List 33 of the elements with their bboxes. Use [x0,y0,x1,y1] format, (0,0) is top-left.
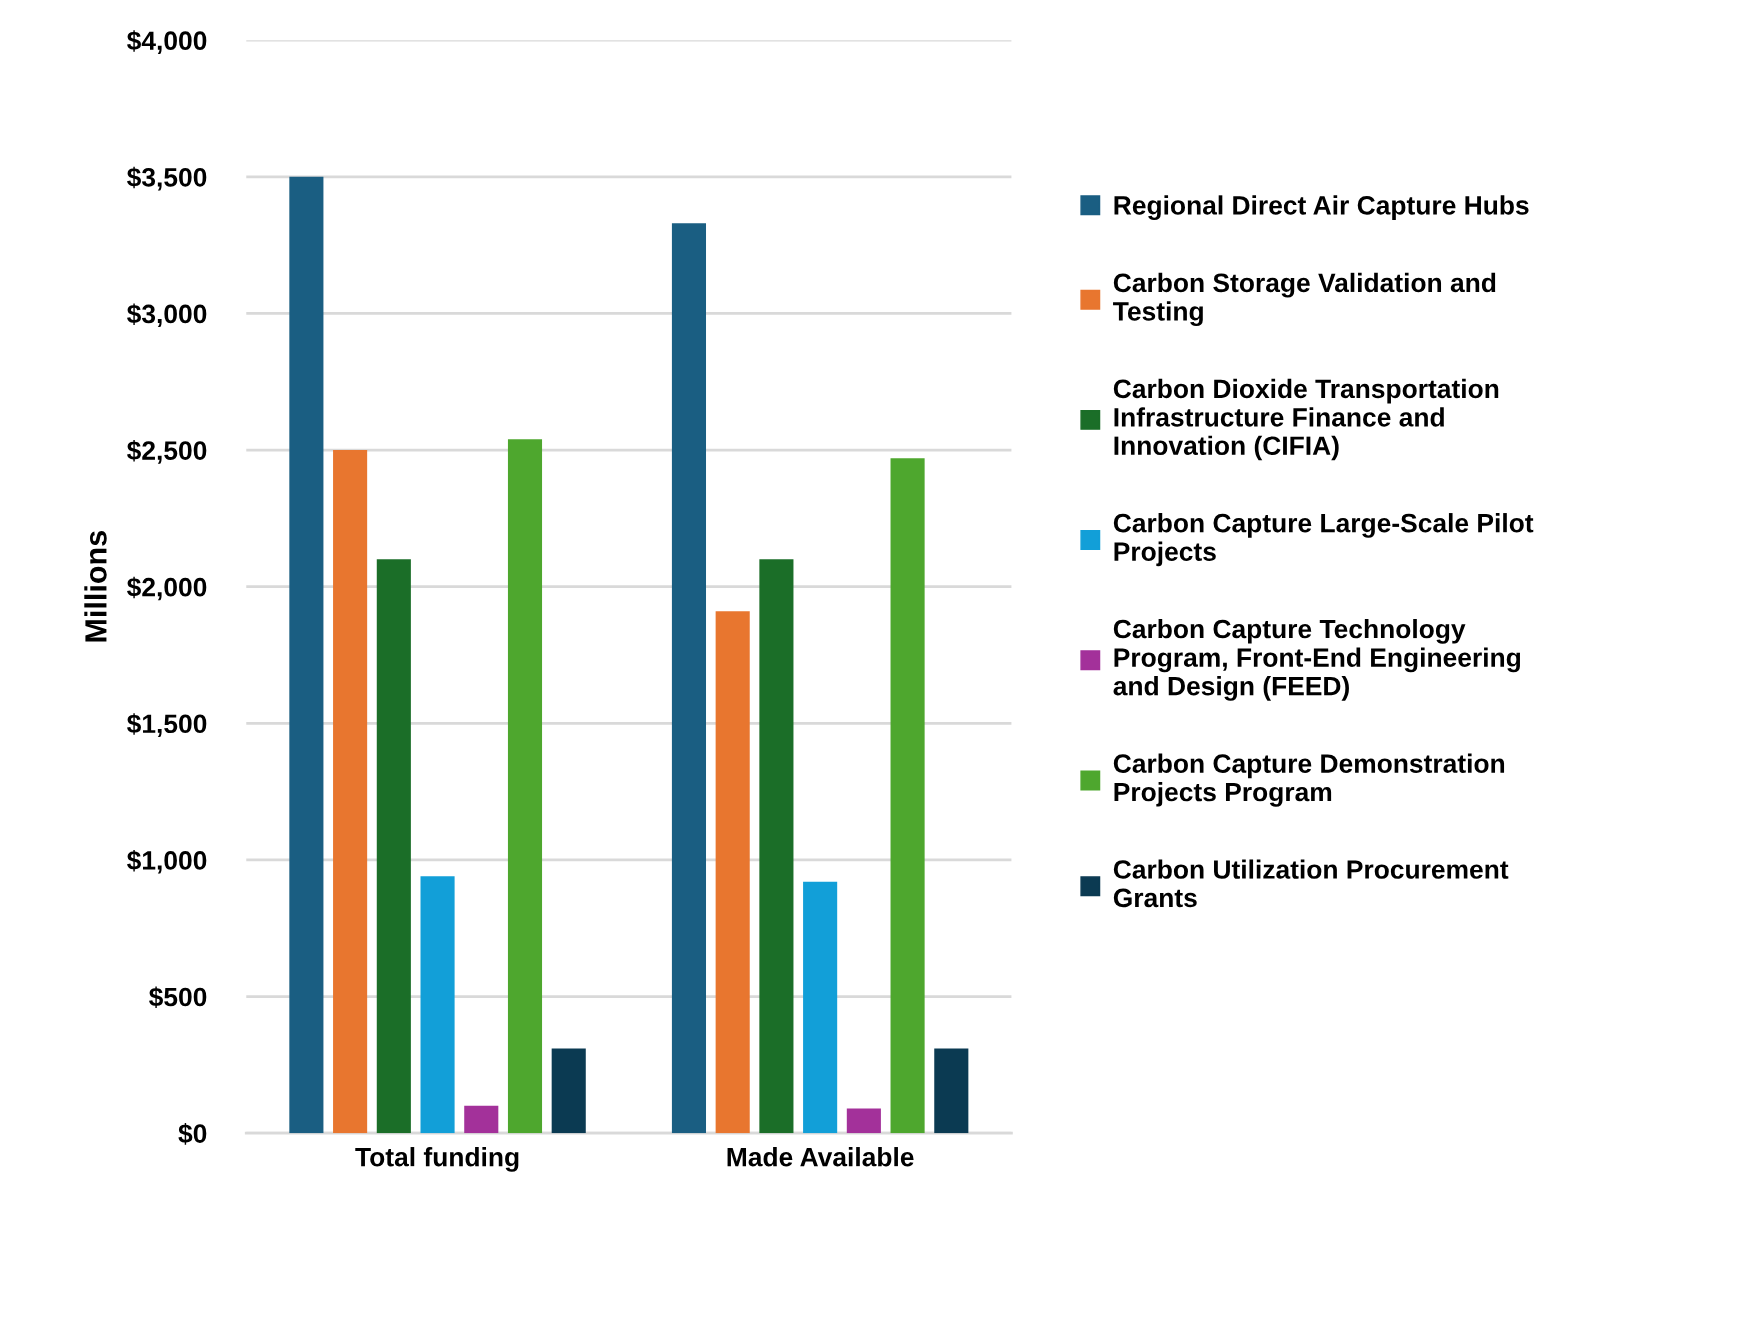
bar [715,611,750,1134]
bar [671,223,707,1134]
y-tick-label: $1,000 [127,849,207,874]
y-axis-title: Millions [84,531,107,642]
legend-label: Carbon Capture Demonstration Projects Program [1113,753,1505,807]
legend-label: Regional Direct Air Capture Hubs [1114,195,1529,221]
bar [759,559,794,1134]
y-tick-label: $0 [178,1123,207,1145]
bar [333,450,368,1134]
y-tick-label: $2,500 [127,440,207,464]
y-tick-label: $4,000 [127,30,207,54]
y-tick-label: $1,500 [127,713,207,737]
y-tick-label: $500 [149,986,207,1009]
legend-label: Carbon Dioxide Transportation Infrastructure Finance and Innovation (CIFIA) [1113,378,1499,461]
legend-label: Carbon Capture Technology Program, Front-End Engineering and Design (FEED) [1113,618,1521,701]
bar [420,876,455,1134]
y-tick-label: $3,000 [127,303,207,328]
legend-label: Carbon Capture Large-Scale Pilot Projects [1113,513,1534,567]
bar [289,176,324,1134]
bar [846,1108,881,1134]
legend-label: Carbon Utilization Procurement Grants [1113,859,1509,908]
x-tick-label: Total funding [355,1147,519,1172]
bar [464,1105,499,1134]
bar [507,439,543,1134]
bar [551,1048,586,1134]
bar [890,458,925,1134]
y-tick-label: $3,500 [127,166,207,191]
y-tick-label: $2,000 [127,576,207,601]
bar [934,1048,969,1134]
bar [803,881,838,1134]
bar [376,559,411,1134]
x-tick-label: Made Available [727,1147,914,1167]
legend-label: Carbon Storage Validation and Testing [1113,272,1496,327]
